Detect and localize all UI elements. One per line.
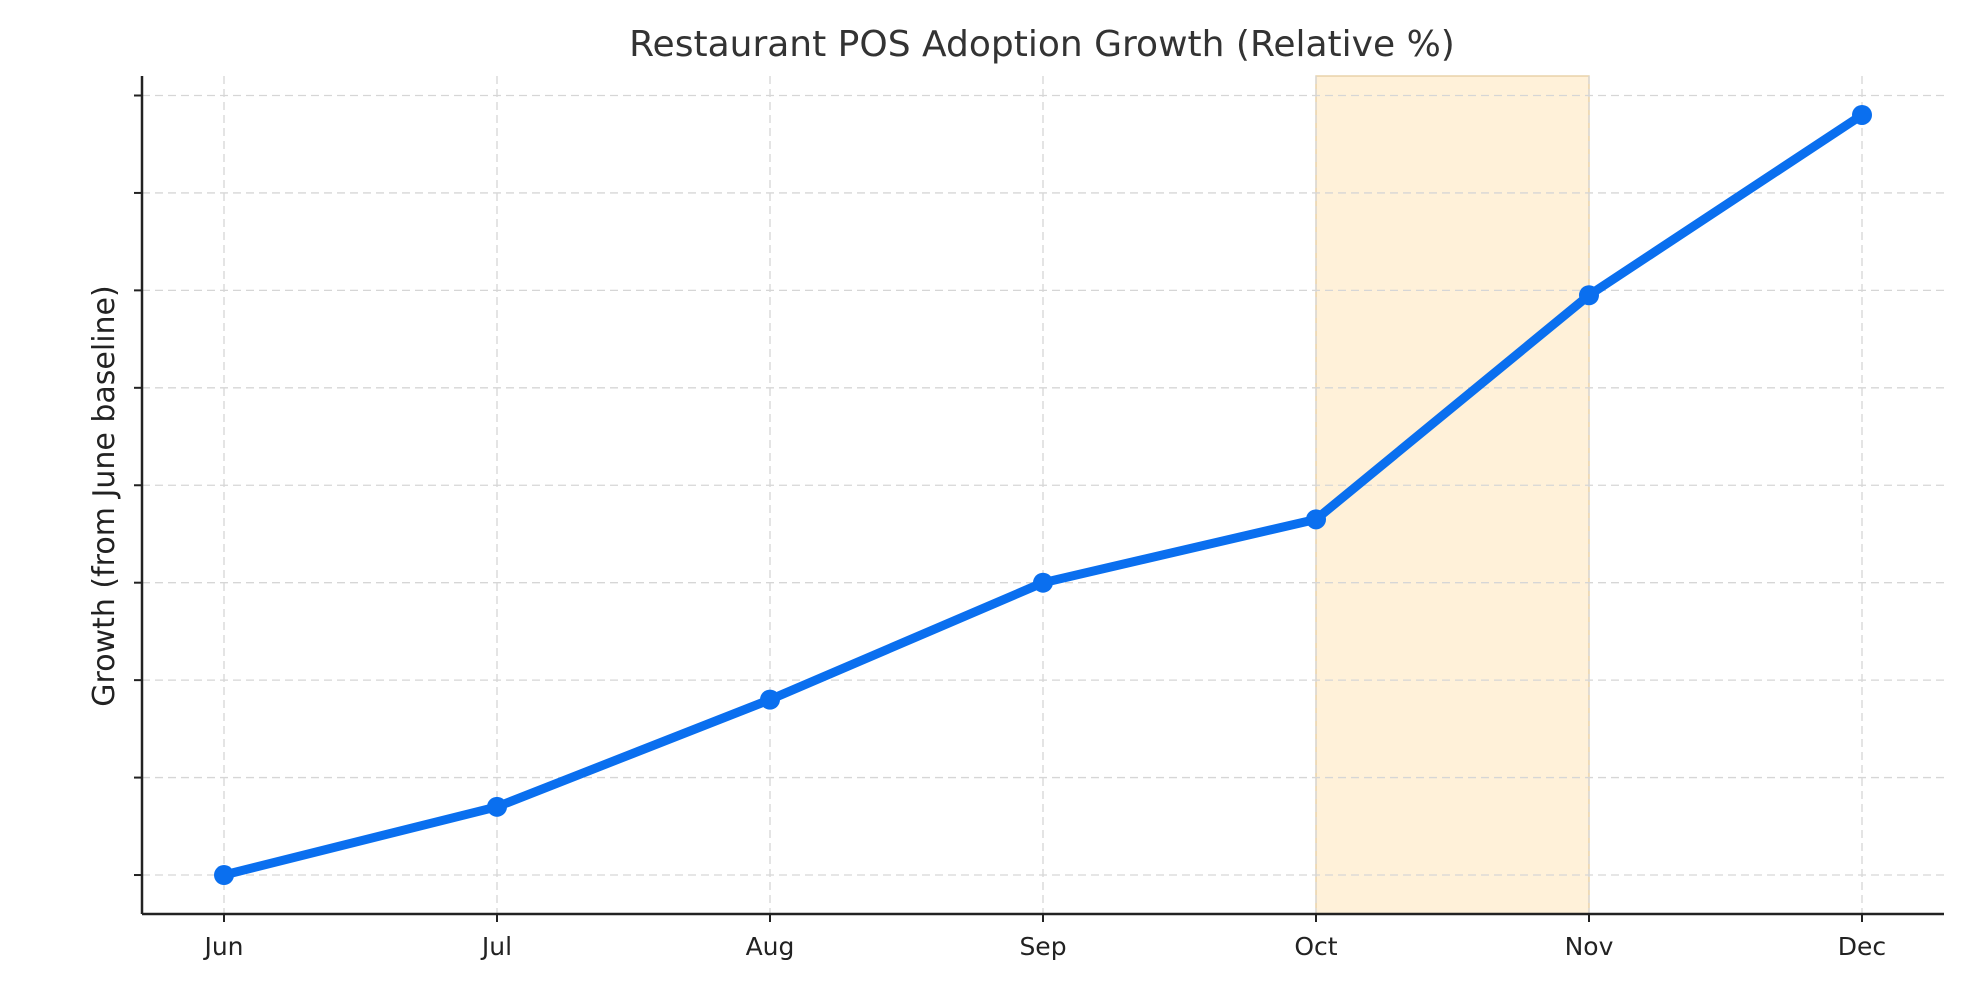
axes-layer: [134, 76, 1944, 922]
data-point-oct: [1306, 509, 1326, 530]
series-layer: [214, 104, 1872, 886]
x-tick-label-aug: Aug: [746, 932, 795, 961]
data-point-aug: [760, 689, 780, 710]
labels-layer: Restaurant POS Adoption Growth (Relative…: [87, 24, 1886, 961]
data-point-dec: [1852, 104, 1872, 125]
data-point-nov: [1579, 285, 1599, 306]
data-point-sep: [1033, 572, 1053, 593]
highlight-band-layer: [1315, 75, 1590, 915]
x-tick-label-nov: Nov: [1565, 932, 1614, 961]
x-tick-label-jul: Jul: [480, 932, 512, 961]
x-tick-label-jun: Jun: [202, 932, 243, 961]
y-axis-label: Growth (from June baseline): [87, 285, 122, 706]
chart-title: Restaurant POS Adoption Growth (Relative…: [629, 24, 1455, 65]
grid-layer: [142, 76, 1944, 914]
highlight-band: [1315, 75, 1590, 915]
data-point-jul: [487, 796, 507, 817]
x-tick-label-sep: Sep: [1019, 932, 1066, 961]
data-point-jun: [214, 865, 234, 886]
x-tick-label-dec: Dec: [1838, 932, 1886, 961]
x-tick-label-oct: Oct: [1294, 932, 1337, 961]
